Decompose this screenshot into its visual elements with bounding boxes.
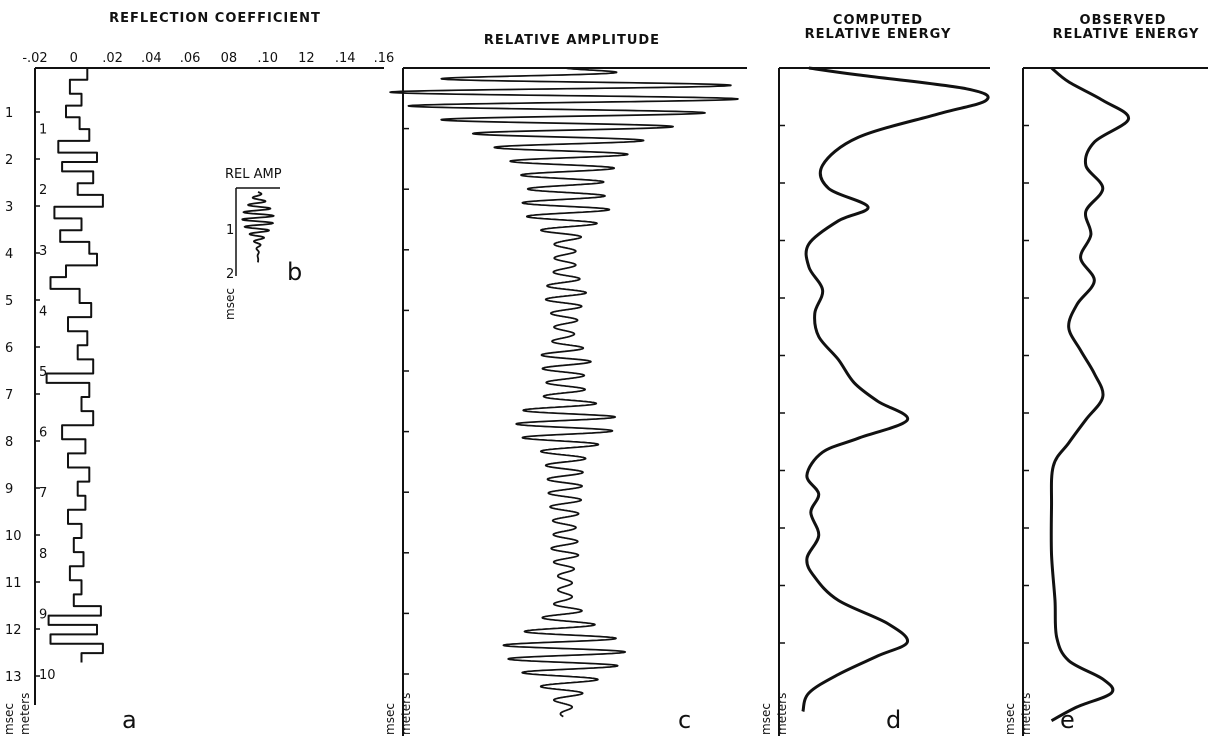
panel-a-msec-tick-label: 7 bbox=[5, 388, 13, 403]
panel-a-msec-tick-label: 12 bbox=[5, 623, 22, 638]
panel-a-msec-tick-label: 3 bbox=[5, 200, 13, 215]
panel-a-meters-tick-label: 1 bbox=[39, 123, 47, 138]
panel-a-x-tick-label: .02 bbox=[102, 51, 123, 66]
panel-a-msec-tick-label: 1 bbox=[5, 106, 13, 121]
panel-a-msec-tick-label: 9 bbox=[5, 482, 13, 497]
panel-a-msec-tick-label: 13 bbox=[5, 670, 22, 685]
panel-a-msec-tick-label: 11 bbox=[5, 576, 22, 591]
panel-e-title: OBSERVED bbox=[1080, 13, 1167, 28]
panel-a-meters-tick-labels: 1 2 3 4 5 6 7 8 9 10 bbox=[39, 123, 56, 683]
panel-a-x-tick-label: -.02 bbox=[22, 51, 47, 66]
panel-e-energy-curve bbox=[1049, 66, 1130, 723]
panel-c-amplitude-trace bbox=[389, 67, 739, 718]
panel-d-energy-curve bbox=[801, 66, 990, 712]
panel-a-msec-tick-label: 5 bbox=[5, 294, 13, 309]
panel-a-x-tick-labels: -.02 0 .02 .04 .06 08 .10 12 .14 .16 bbox=[22, 51, 394, 66]
panel-a-series bbox=[45, 68, 104, 663]
panel-a-msec-tick-label: 10 bbox=[5, 529, 22, 544]
panel-d-unit-msec: msec bbox=[759, 703, 773, 735]
panel-d-axes bbox=[778, 67, 990, 736]
panel-c-unit-meters: meters bbox=[399, 693, 413, 735]
panel-a-meters-tick-label: 7 bbox=[39, 486, 47, 501]
panel-b-axes bbox=[235, 187, 280, 276]
panel-e-series bbox=[1049, 66, 1130, 723]
panel-a-axes bbox=[34, 67, 384, 705]
panel-b-unit-msec: msec bbox=[223, 288, 237, 320]
panel-a-x-tick-label: .06 bbox=[180, 51, 201, 66]
panel-d-title: COMPUTED bbox=[833, 13, 923, 28]
panel-a-meters-tick-label: 6 bbox=[39, 426, 47, 441]
panel-a-meters-tick-label: 3 bbox=[39, 244, 47, 259]
panel-a-x-tick-label: 08 bbox=[221, 51, 238, 66]
panel-e-axes bbox=[1022, 67, 1208, 736]
panel-d-unit-meters: meters bbox=[775, 693, 789, 735]
panel-a-x-tick-label: 12 bbox=[298, 51, 315, 66]
panel-a-unit-meters: meters bbox=[18, 693, 32, 735]
panel-a-unit-msec: msec bbox=[2, 703, 16, 735]
panel-e-unit-msec: msec bbox=[1003, 703, 1017, 735]
panel-a-letter: a bbox=[122, 706, 137, 734]
panel-c-unit-msec: msec bbox=[383, 703, 397, 735]
panel-a-x-tick-label: .16 bbox=[374, 51, 395, 66]
panel-a-msec-tick-label: 6 bbox=[5, 341, 13, 356]
panel-a-x-tick-label: .14 bbox=[335, 51, 356, 66]
panel-b-tick-labels: 12 bbox=[226, 223, 234, 282]
panel-d-series bbox=[801, 66, 990, 712]
panel-a-msec-tick-label: 8 bbox=[5, 435, 13, 450]
panel-a-meters-tick-label: 5 bbox=[39, 365, 47, 380]
panel-a-x-tick-label: .10 bbox=[257, 51, 278, 66]
panel-b-letter: b bbox=[287, 258, 302, 286]
panel-a-x-tick-label: 0 bbox=[70, 51, 78, 66]
panel-b-wavelet bbox=[241, 191, 275, 263]
panel-c-series bbox=[389, 67, 739, 718]
panel-a-title: REFLECTION COEFFICIENT bbox=[109, 11, 321, 26]
panel-a-meters-tick-label: 2 bbox=[39, 183, 47, 198]
panel-d-subtitle: RELATIVE ENERGY bbox=[805, 27, 952, 42]
panel-b-series bbox=[241, 191, 275, 263]
panel-b-title: REL AMP bbox=[225, 167, 282, 182]
panel-a-meters-tick-label: 4 bbox=[39, 304, 47, 319]
panel-c-letter: c bbox=[678, 706, 691, 734]
panel-a-x-tick-label: .04 bbox=[141, 51, 162, 66]
panel-a-msec-tick-label: 4 bbox=[5, 247, 13, 262]
panel-c-title: RELATIVE AMPLITUDE bbox=[484, 33, 660, 48]
panel-a-meters-tick-label: 10 bbox=[39, 668, 56, 683]
panel-a-meters-tick-label: 9 bbox=[39, 607, 47, 622]
panel-e-letter: e bbox=[1060, 706, 1075, 734]
panel-e-unit-meters: meters bbox=[1019, 693, 1033, 735]
panel-b-msec-tick-label: 2 bbox=[226, 267, 234, 282]
panel-a-meters-tick-label: 8 bbox=[39, 547, 47, 562]
panel-c-axes bbox=[402, 67, 747, 736]
panel-e-subtitle: RELATIVE ENERGY bbox=[1053, 27, 1200, 42]
panel-d-letter: d bbox=[886, 706, 901, 734]
panel-b-msec-tick-label: 1 bbox=[226, 223, 234, 238]
panel-a-msec-tick-label: 2 bbox=[5, 153, 13, 168]
panel-a-reflection-trace bbox=[45, 68, 104, 663]
